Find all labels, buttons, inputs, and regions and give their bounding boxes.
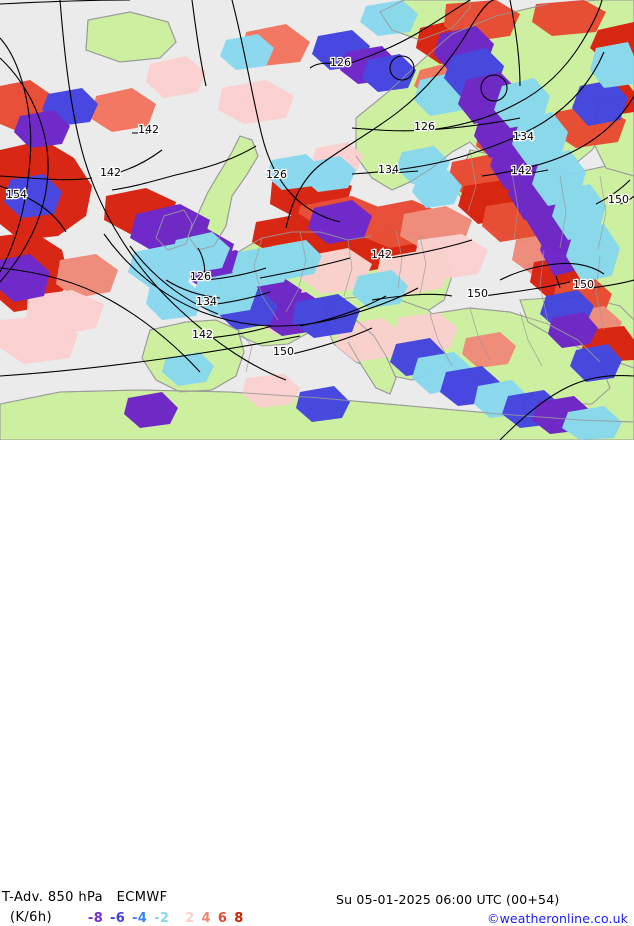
contour-label: 142: [138, 123, 159, 136]
contour-label: 126: [190, 270, 211, 283]
map-canvas[interactable]: 126 126 126 126 134 134 134 142 142 142 142 142 150 1…: [0, 0, 634, 440]
contour-label: 142: [100, 166, 121, 179]
credit-link[interactable]: ©weatheronline.co.uk: [487, 911, 628, 926]
valid-time-label: Su 05-01-2025 06:00 UTC (00+54): [336, 892, 560, 907]
contour-label: 150: [573, 278, 594, 291]
legend-value-minus8[interactable]: -8: [88, 910, 104, 926]
color-scale-legend[interactable]: -8 -6 -4 -2 2 4 6 8: [88, 910, 251, 926]
chart-title: T-Adv. 850 hPa ECMWF: [2, 890, 168, 905]
contour-label: 150: [467, 287, 488, 300]
contour-label: 142: [192, 328, 213, 341]
contour-label: 134: [378, 163, 399, 176]
coastline-layer: [0, 0, 634, 423]
contour-label-layer: 126 126 126 126 134 134 134 142 142 142 142 142 150 1…: [5, 55, 631, 360]
legend-value-minus4[interactable]: -4: [132, 910, 148, 926]
units-label: (K/6h): [10, 910, 52, 925]
contour-label: 126: [414, 120, 435, 133]
cold-advection-patches: [0, 0, 634, 440]
contour-label: 134: [513, 130, 534, 143]
border-layer: [237, 149, 607, 373]
contour-layer: [0, 0, 634, 440]
contour-label: 154: [6, 188, 27, 201]
contour-label: 150: [608, 193, 629, 206]
contour-label: 134: [196, 295, 217, 308]
footer-bar: T-Adv. 850 hPa ECMWF (K/6h) -8 -6 -4 -2 2 4 6 8…: [0, 440, 634, 926]
legend-value-2[interactable]: 2: [185, 910, 195, 926]
map-graphic: 126 126 126 126 134 134 134 142 142 142 142 142 150 1…: [0, 0, 634, 440]
contour-label: 142: [371, 248, 392, 261]
contour-label: 126: [330, 56, 351, 69]
legend-value-4[interactable]: 4: [201, 910, 211, 926]
contour-label: 126: [266, 168, 287, 181]
advection-field-layer: [0, 0, 634, 440]
contour-label: 150: [273, 345, 294, 358]
legend-value-minus2[interactable]: -2: [154, 910, 170, 926]
contour-label: 142: [511, 164, 532, 177]
legend-value-8[interactable]: 8: [234, 910, 244, 926]
legend-value-6[interactable]: 6: [217, 910, 228, 926]
legend-value-minus6[interactable]: -6: [110, 910, 126, 926]
